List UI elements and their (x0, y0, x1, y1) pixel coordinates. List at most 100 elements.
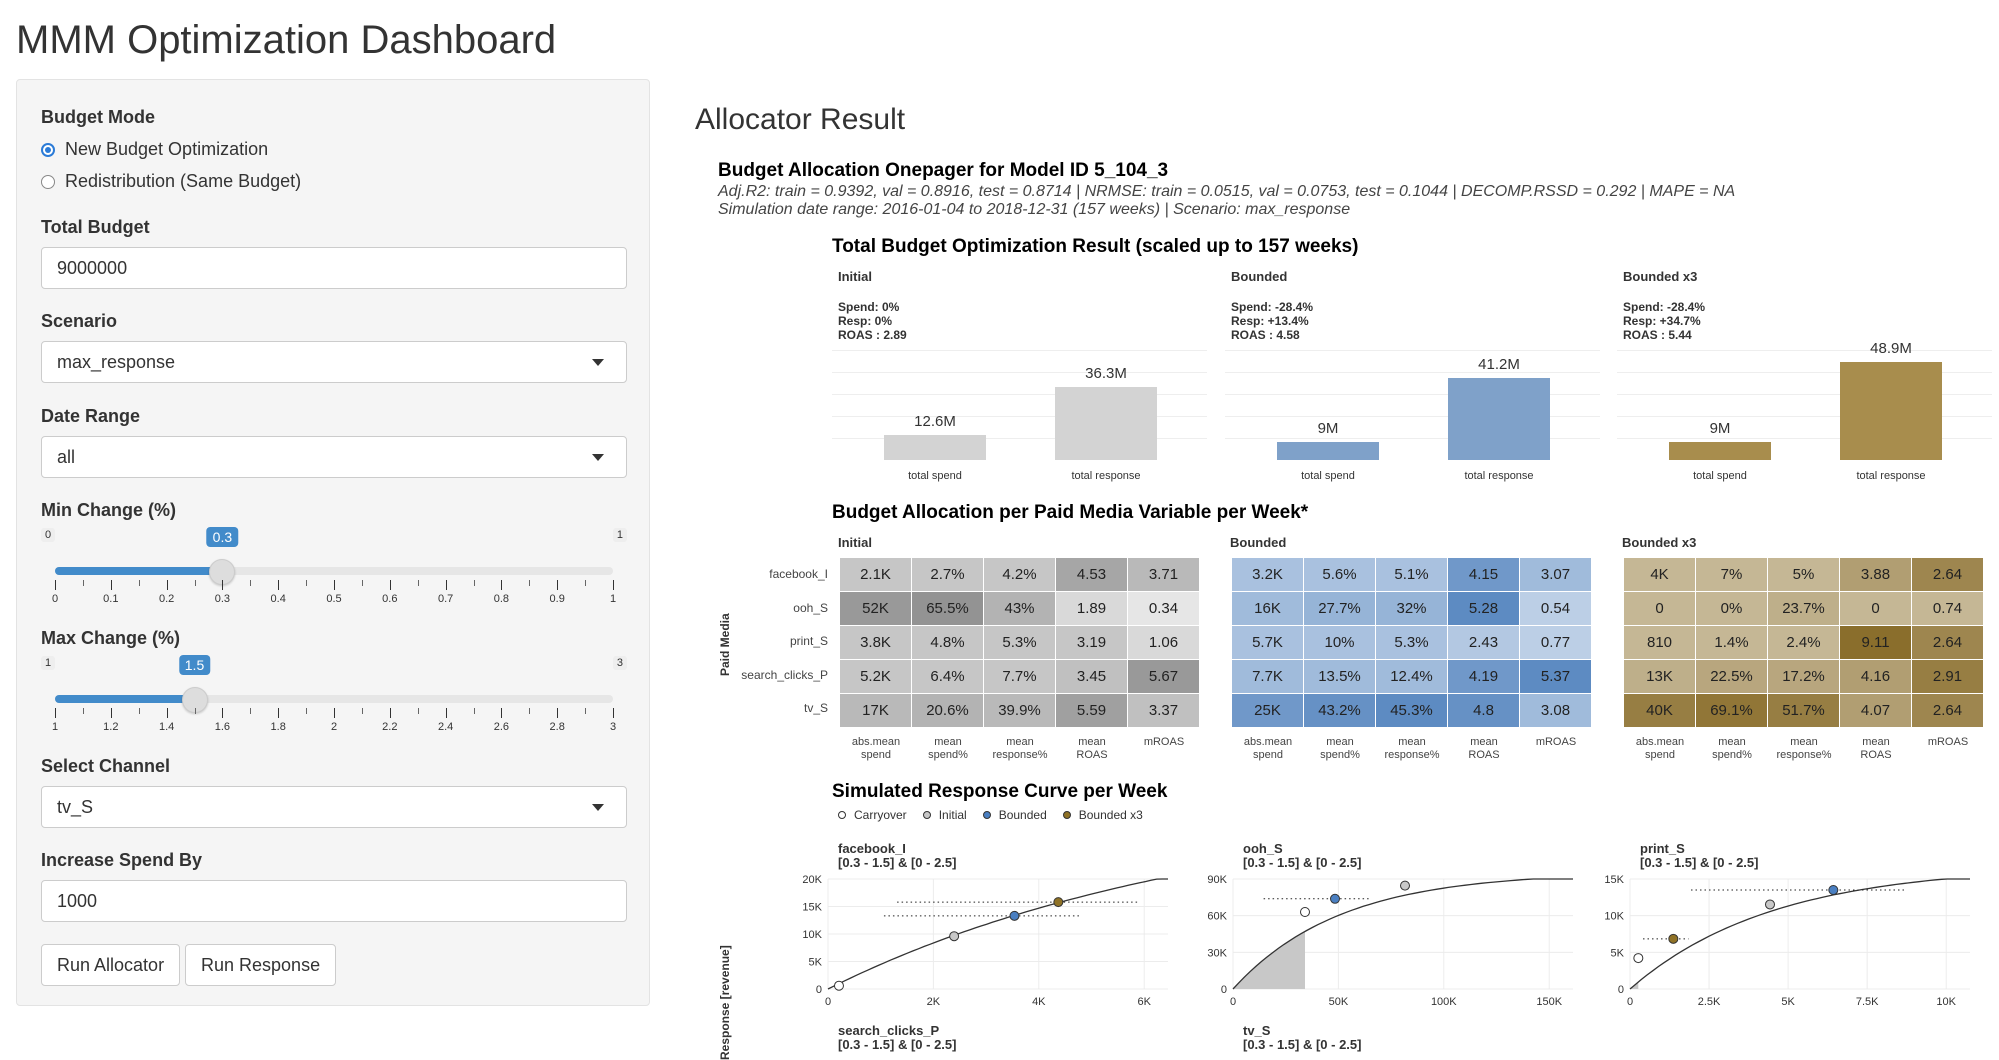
curve-point-carryover (1300, 907, 1310, 917)
heatmap-cell: 810 (1623, 625, 1696, 660)
heatmap-cell: 5.2K (839, 659, 912, 694)
heatmap-cell: 0% (1695, 591, 1768, 626)
slider-tick-label: 1.8 (270, 721, 286, 733)
column-label-line2: ROAS (1860, 749, 1892, 761)
slider-tick (501, 708, 503, 718)
heatmap-row: 2.1K 2.7% 4.2% 4.53 3.71 (839, 557, 1200, 592)
heatmap-row: 7.7K 13.5% 12.4% 4.19 5.37 (1231, 659, 1592, 694)
slider-tick (138, 708, 140, 714)
slider-tick (557, 580, 559, 590)
heatmap-cell: 3.07 (1519, 557, 1592, 592)
slider-min-label: 1 (41, 656, 56, 670)
date-range-select[interactable]: all (41, 436, 627, 478)
curve-range: [0.3 - 1.5] & [0 - 2.5] (838, 1037, 957, 1052)
response-curve-line (1232, 878, 1573, 990)
bar-total-response (1448, 377, 1550, 460)
bar-total-spend (884, 434, 986, 460)
max-change-slider[interactable]: 1 3 1.5 1 1.2 1.4 1.6 1.8 2 2.2 2.4 2.6 2.8 3 (41, 655, 627, 736)
column-label-line2: response% (1776, 749, 1832, 761)
slider-tick (194, 708, 196, 714)
curve-panel-title: tv_S [0.3 - 1.5] & [0 - 2.5] (1243, 1024, 1361, 1052)
heatmap-row: 25K 43.2% 45.3% 4.8 3.08 (1231, 693, 1592, 728)
slider-tick-label: 2.4 (437, 721, 454, 733)
slider-tick (82, 580, 84, 586)
radio-unchecked-icon[interactable] (41, 174, 55, 189)
curve-point-bounded (1009, 910, 1020, 921)
heatmap-cell: 7.7K (1231, 659, 1304, 694)
heatmap-cell: 2.64 (1911, 557, 1984, 592)
heatmap-cell: 32% (1375, 591, 1448, 626)
curve-range: [0.3 - 1.5] & [0 - 2.5] (1243, 1037, 1362, 1052)
legend-dot (922, 811, 931, 819)
select-channel-label: Select Channel (41, 756, 171, 776)
curve-range: [0.3 - 1.5] & [0 - 2.5] (838, 855, 957, 870)
heatmap-cell: 5.3% (1375, 625, 1448, 660)
heatmap-cell: 7.7% (983, 659, 1056, 694)
radio-redistribution[interactable]: Redistribution (Same Budget) (41, 171, 301, 192)
heatmap-cell: 5.28 (1447, 591, 1520, 626)
slider-track[interactable] (55, 695, 613, 703)
slider-track[interactable] (55, 567, 613, 575)
allocation-column-label: abs.mean spend (1624, 736, 1696, 762)
curve-panel-title: search_clicks_P [0.3 - 1.5] & [0 - 2.5] (838, 1024, 956, 1052)
allocation-row-label: search_clicks_P (741, 667, 828, 682)
max-change-label: Max Change (%) (41, 628, 181, 648)
y-tick-label: 0 (1618, 984, 1624, 996)
scenario-select[interactable]: max_response (41, 341, 627, 383)
gridline (832, 438, 1207, 439)
heatmap-cell: 0 (1623, 591, 1696, 626)
x-tick-label: 2K (927, 996, 941, 1008)
heatmap-row: 0 0% 23.7% 0 0.74 (1623, 591, 1984, 626)
heatmap-cell: 2.7% (911, 557, 984, 592)
heatmap-cell: 5.1% (1375, 557, 1448, 592)
slider-tick-label: 0 (51, 593, 59, 605)
stat-resp: Resp: +13.4% (1231, 314, 1309, 328)
heatmap-row: 3.2K 5.6% 5.1% 4.15 3.07 (1231, 557, 1592, 592)
total-result-title: Total Budget Optimization Result (scaled… (832, 236, 1359, 257)
response-curve-line (827, 878, 1168, 990)
gridline (1617, 438, 1992, 439)
allocation-column-label: mean ROAS (1056, 736, 1128, 762)
column-label-line1: mean (1398, 736, 1426, 748)
curve-channel-name: search_clicks_P (838, 1023, 940, 1038)
y-tick-label: 15K (802, 902, 822, 914)
total-budget-input[interactable]: 9000000 (41, 247, 627, 289)
min-change-slider[interactable]: 0 1 0.3 0 0.1 0.2 0.3 0.4 0.5 0.6 0.7 0.8 0.9 1 (41, 527, 627, 608)
slider-tick (473, 580, 475, 586)
heatmap-cell: 51.7% (1767, 693, 1840, 728)
slider-tick (557, 708, 559, 718)
slider-tick-label: 0.3 (214, 593, 231, 605)
heatmap-cell: 52K (839, 591, 912, 626)
radio-new-budget[interactable]: New Budget Optimization (41, 139, 268, 160)
heatmap-cell: 4K (1623, 557, 1696, 592)
heatmap-row: 13K 22.5% 17.2% 4.16 2.91 (1623, 659, 1984, 694)
total-panel-stats: Spend: -28.4% Resp: +13.4% ROAS : 4.58 (1231, 300, 1313, 342)
allocation-column-label: abs.mean spend (840, 736, 912, 762)
curve-panel-title: facebook_I [0.3 - 1.5] & [0 - 2.5] (838, 842, 956, 870)
run-response-button[interactable]: Run Response (185, 944, 337, 986)
curve-point-initial (1765, 899, 1775, 910)
bar-total-spend (1277, 442, 1379, 460)
legend-label: Bounded (998, 808, 1047, 822)
bar-x-label: total spend (908, 470, 962, 482)
legend-item-bounded: Bounded (982, 808, 1047, 822)
heatmap-cell: 7% (1695, 557, 1768, 592)
column-label-line2: spend (1645, 749, 1675, 761)
column-label-line2: mROAS (1535, 736, 1577, 748)
heatmap-cell: 4.2% (983, 557, 1056, 592)
curve-point-initial (949, 931, 960, 942)
increase-spend-input[interactable]: 1000 (41, 880, 627, 922)
bar-x-label: total response (1464, 470, 1534, 482)
radio-checked-icon[interactable] (41, 142, 55, 157)
run-allocator-button[interactable]: Run Allocator (41, 944, 181, 986)
allocation-column-label: mean response% (1376, 736, 1448, 762)
bar-x-label: total spend (1301, 470, 1355, 482)
channel-select[interactable]: tv_S (41, 786, 627, 828)
slider-tick (110, 580, 112, 590)
allocation-row-label: tv_S (803, 701, 828, 715)
slider-tick (334, 580, 335, 590)
bar-x-label: total spend (1693, 470, 1747, 482)
legend-dot (838, 811, 846, 819)
heatmap-cell: 3.37 (1127, 693, 1200, 728)
slider-tick (334, 708, 335, 718)
